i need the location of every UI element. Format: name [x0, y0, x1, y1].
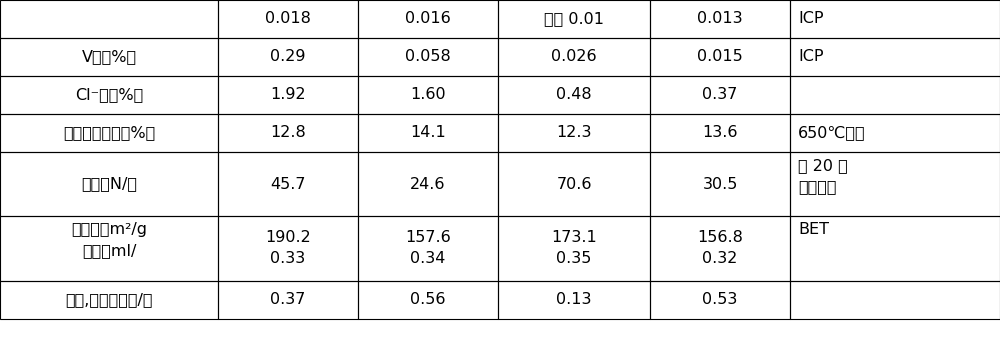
Bar	[498, 0, 650, 38]
Text: 156.8
0.32: 156.8 0.32	[697, 231, 743, 266]
Bar	[358, 152, 498, 216]
Text: ICP: ICP	[798, 49, 824, 64]
Text: V，（%）: V，（%）	[81, 49, 137, 64]
Bar	[650, 281, 790, 319]
Text: 0.015: 0.015	[697, 49, 743, 64]
Bar	[498, 114, 650, 152]
Text: 14.1: 14.1	[410, 125, 446, 140]
Bar	[218, 114, 358, 152]
Bar	[790, 38, 1000, 76]
Bar	[358, 38, 498, 76]
Text: 70.6: 70.6	[556, 177, 592, 192]
Bar	[498, 76, 650, 114]
Bar	[358, 114, 498, 152]
Text: 酸度,毫摩尔吠呓/克: 酸度,毫摩尔吠呓/克	[65, 292, 153, 307]
Text: 小于 0.01: 小于 0.01	[544, 12, 604, 26]
Text: 650℃焼烧: 650℃焼烧	[798, 125, 866, 140]
Bar	[790, 152, 1000, 216]
Bar	[790, 216, 1000, 281]
Bar	[358, 281, 498, 319]
Text: 1.60: 1.60	[410, 87, 446, 102]
Text: 24.6: 24.6	[410, 177, 446, 192]
Text: 取 20 粒
测平均值: 取 20 粒 测平均值	[798, 158, 848, 194]
Text: 0.13: 0.13	[556, 292, 592, 307]
Text: 173.1
0.35: 173.1 0.35	[551, 231, 597, 266]
Text: 0.018: 0.018	[265, 12, 311, 26]
Text: 表面积，m²/g
孔容，ml/: 表面积，m²/g 孔容，ml/	[71, 222, 147, 258]
Bar	[498, 38, 650, 76]
Bar	[0, 76, 218, 114]
Text: 0.37: 0.37	[270, 292, 306, 307]
Bar	[0, 216, 218, 281]
Text: 0.026: 0.026	[551, 49, 597, 64]
Bar	[650, 76, 790, 114]
Bar	[498, 281, 650, 319]
Text: 12.8: 12.8	[270, 125, 306, 140]
Bar	[790, 114, 1000, 152]
Text: 1.92: 1.92	[270, 87, 306, 102]
Bar	[358, 216, 498, 281]
Bar	[218, 0, 358, 38]
Text: Cl⁻，（%）: Cl⁻，（%）	[75, 87, 143, 102]
Text: 强度，N/粒: 强度，N/粒	[81, 177, 137, 192]
Text: 0.48: 0.48	[556, 87, 592, 102]
Bar	[358, 76, 498, 114]
Text: 45.7: 45.7	[270, 177, 306, 192]
Text: 0.016: 0.016	[405, 12, 451, 26]
Bar	[790, 281, 1000, 319]
Text: 0.29: 0.29	[270, 49, 306, 64]
Bar	[650, 38, 790, 76]
Text: ICP: ICP	[798, 12, 824, 26]
Bar	[0, 281, 218, 319]
Text: 有机物含量，（%）: 有机物含量，（%）	[63, 125, 155, 140]
Bar	[498, 216, 650, 281]
Bar	[218, 38, 358, 76]
Text: 12.3: 12.3	[556, 125, 592, 140]
Text: 0.56: 0.56	[410, 292, 446, 307]
Text: BET: BET	[798, 222, 829, 237]
Text: 30.5: 30.5	[702, 177, 738, 192]
Bar	[498, 152, 650, 216]
Text: 0.37: 0.37	[702, 87, 738, 102]
Bar	[650, 114, 790, 152]
Bar	[218, 152, 358, 216]
Bar	[650, 0, 790, 38]
Bar	[790, 0, 1000, 38]
Text: 190.2
0.33: 190.2 0.33	[265, 231, 311, 266]
Text: 157.6
0.34: 157.6 0.34	[405, 231, 451, 266]
Bar	[0, 0, 218, 38]
Bar	[650, 216, 790, 281]
Text: 0.53: 0.53	[702, 292, 738, 307]
Text: 0.058: 0.058	[405, 49, 451, 64]
Bar	[358, 0, 498, 38]
Bar	[790, 76, 1000, 114]
Bar	[0, 38, 218, 76]
Bar	[218, 76, 358, 114]
Bar	[650, 152, 790, 216]
Bar	[0, 114, 218, 152]
Bar	[218, 216, 358, 281]
Text: 0.013: 0.013	[697, 12, 743, 26]
Bar	[0, 152, 218, 216]
Text: 13.6: 13.6	[702, 125, 738, 140]
Bar	[218, 281, 358, 319]
